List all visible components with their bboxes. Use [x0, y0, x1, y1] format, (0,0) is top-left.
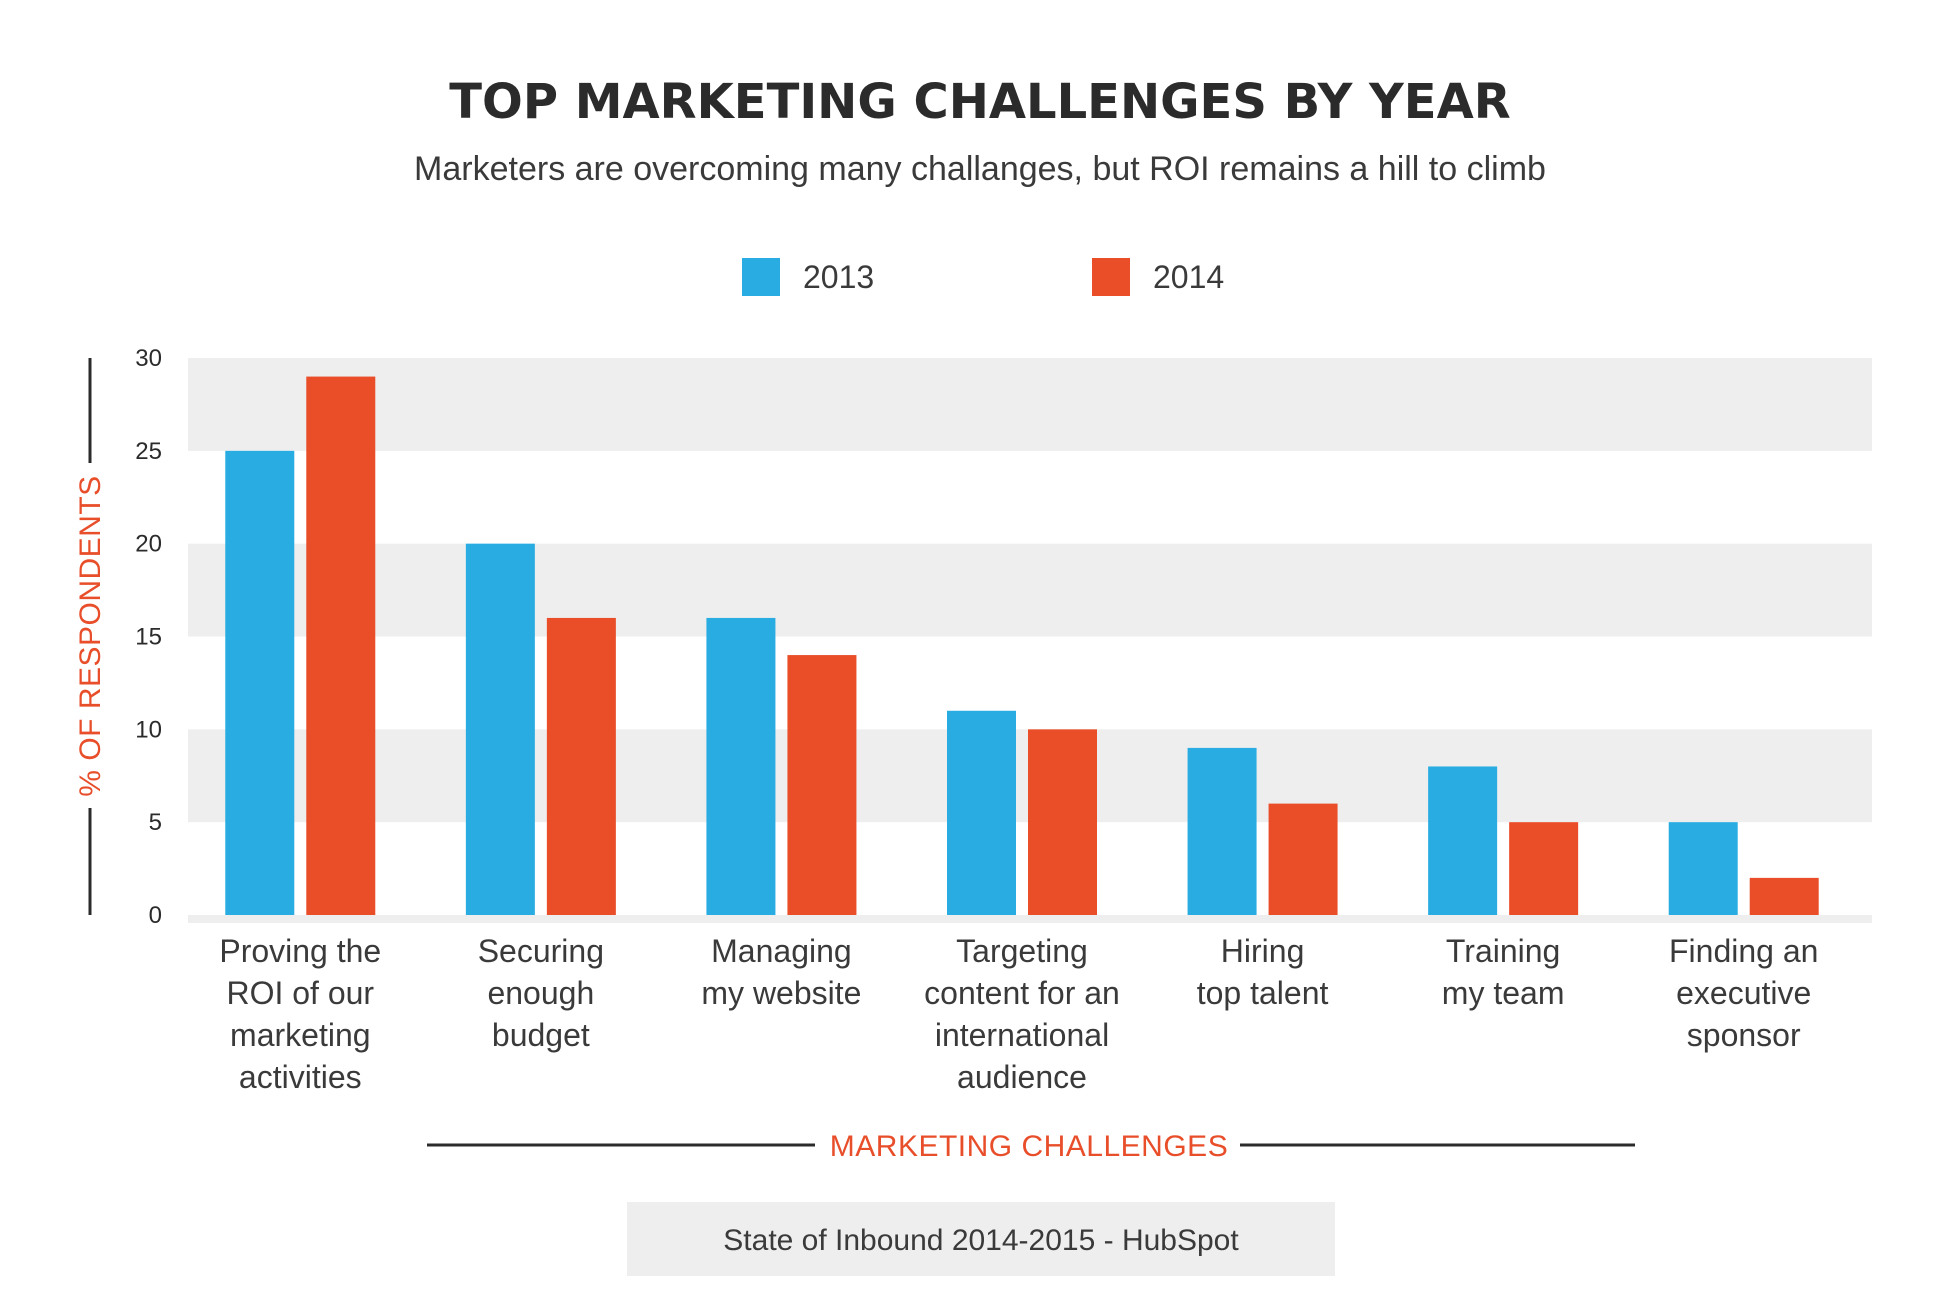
y-tick-label: 15 — [135, 624, 162, 651]
source-background — [627, 1202, 1335, 1276]
bar-2013-7 — [1668, 822, 1738, 915]
x-axis-title-group: MARKETING CHALLENGES — [427, 1130, 1635, 1163]
source-box: State of Inbound 2014-2015 - HubSpot — [627, 1202, 1335, 1276]
source-text: State of Inbound 2014-2015 - HubSpot — [723, 1224, 1239, 1257]
category-label: Targeting content for an international audi… — [924, 933, 1120, 1095]
y-tick-label: 20 — [135, 531, 162, 558]
baseline-band — [188, 915, 1872, 923]
chart-subtitle: Marketers are overcoming many challanges… — [414, 150, 1546, 188]
bar-2014-5 — [1268, 803, 1338, 915]
bar-2013-2 — [465, 543, 535, 915]
legend-label-2013: 2013 — [803, 259, 874, 295]
chart-title: TOP MARKETING CHALLENGES BY YEAR — [449, 74, 1510, 130]
bar-2014-6 — [1509, 822, 1579, 915]
y-axis-title-group: % OF RESPONDENTS — [74, 358, 107, 915]
bars — [225, 376, 1819, 916]
y-tick-label: 5 — [149, 809, 162, 836]
y-tick-label: 0 — [149, 902, 162, 929]
legend-swatch-2014 — [1092, 258, 1130, 296]
y-axis-title: % OF RESPONDENTS — [74, 475, 107, 796]
category-labels: Proving the ROI of our marketing activities… — [219, 933, 1818, 1095]
category-label: Hiring top talent — [1197, 933, 1329, 1011]
bar-2014-2 — [546, 617, 616, 915]
category-label: Proving the ROI of our marketing activities — [219, 933, 381, 1095]
grid-band — [188, 543, 1872, 637]
bar-2013-3 — [706, 617, 776, 915]
y-tick-label: 30 — [135, 345, 162, 372]
category-label: Managing my website — [701, 933, 861, 1011]
bar-2013-1 — [225, 450, 295, 915]
y-tick-label: 10 — [135, 716, 162, 743]
y-tick-label: 25 — [135, 438, 162, 465]
bar-2014-3 — [787, 655, 857, 915]
legend-label-2014: 2014 — [1153, 259, 1224, 295]
bar-2013-4 — [947, 710, 1016, 915]
category-label: Training my team — [1442, 933, 1565, 1011]
legend-swatch-2013 — [742, 258, 780, 296]
bar-2014-7 — [1749, 877, 1819, 915]
x-axis-title: MARKETING CHALLENGES — [830, 1130, 1228, 1163]
legend: 2013 2014 — [742, 258, 1224, 296]
grid-band — [188, 358, 1872, 451]
bar-2013-5 — [1187, 747, 1257, 915]
category-label: Finding an executive sponsor — [1669, 933, 1818, 1053]
y-tick-labels: 0 5 10 15 20 25 30 — [135, 345, 162, 929]
bar-2013-6 — [1428, 766, 1498, 915]
category-label: Securing enough budget — [478, 933, 604, 1053]
bar-2014-1 — [306, 376, 376, 916]
bar-2014-4 — [1028, 729, 1097, 915]
